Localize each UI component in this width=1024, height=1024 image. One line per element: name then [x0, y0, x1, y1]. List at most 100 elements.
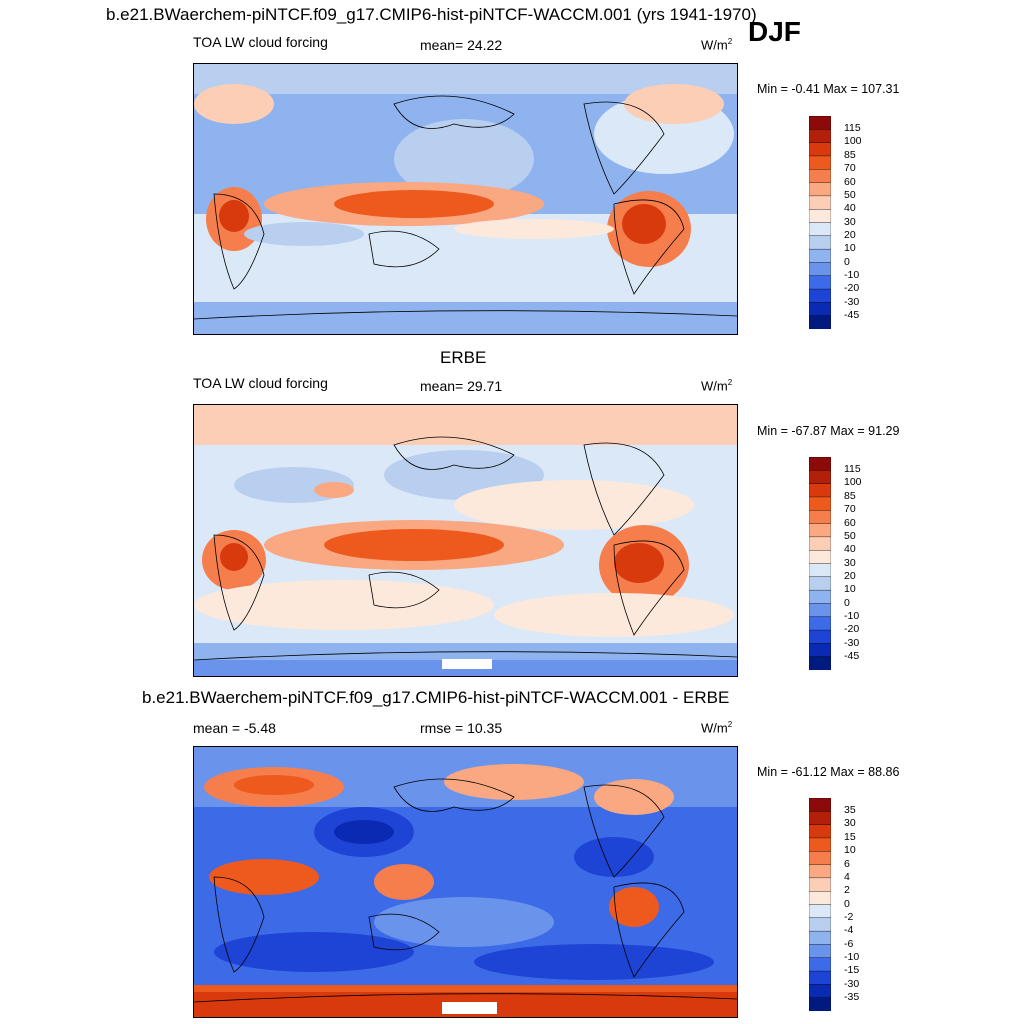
cbar3-tick: 4	[844, 871, 850, 883]
cbar3-tick: 10	[844, 844, 856, 856]
panel-3-title: b.e21.BWaerchem-piNTCF.f09_g17.CMIP6-his…	[142, 688, 730, 707]
colorbar-box	[808, 563, 832, 578]
colorbar-box	[808, 235, 832, 250]
cbar2-tick: 60	[844, 517, 856, 529]
season-label: DJF	[748, 16, 801, 47]
colorbar-box	[808, 643, 832, 658]
cbar2-tick: 10	[844, 583, 856, 595]
cbar1-tick: 70	[844, 162, 856, 174]
colorbar-box	[808, 275, 832, 290]
colorbar-box	[808, 944, 832, 959]
panel-2-units: W/m2	[701, 378, 733, 394]
panel-3-colorbar-labels: 35 30 15 10 6 4 2 0 -2 -4 -6 -10 -15 -30…	[844, 798, 904, 1011]
colorbar-box	[808, 315, 832, 330]
colorbar-box	[808, 510, 832, 525]
cbar1-tick: 20	[844, 229, 856, 241]
panel-2-mean-label: mean= 29.71	[420, 378, 503, 394]
colorbar-box	[808, 248, 832, 264]
panel-2-minmax: Min = -67.87 Max = 91.29	[757, 424, 900, 438]
colorbar-box	[808, 904, 832, 919]
panel-1-field-label: TOA LW cloud forcing	[193, 34, 328, 50]
cbar3-tick: -4	[844, 924, 854, 936]
cbar2-tick: -10	[844, 610, 860, 622]
colorbar-box	[808, 576, 832, 591]
cbar1-tick: -30	[844, 296, 860, 308]
cbar1-tick: 100	[844, 135, 862, 147]
panel-1-mean-label: mean= 24.22	[420, 37, 503, 53]
colorbar-box	[808, 890, 832, 906]
colorbar-box	[808, 930, 832, 946]
colorbar-box	[808, 603, 832, 618]
cbar3-tick: -30	[844, 978, 860, 990]
panel-1-colorbar-labels: 115 100 85 70 60 50 40 30 20 10 0 -10 -2…	[844, 116, 904, 329]
cbar2-tick: 115	[844, 463, 861, 475]
colorbar-box	[808, 957, 832, 972]
colorbar-box	[808, 864, 832, 879]
cbar2-tick: 85	[844, 490, 856, 502]
colorbar-box	[808, 877, 832, 892]
panel-2-map	[193, 404, 738, 677]
colorbar-box	[808, 483, 832, 498]
cbar3-tick: 15	[844, 831, 856, 843]
cbar1-tick: 85	[844, 149, 856, 161]
cbar3-tick: 2	[844, 884, 850, 896]
cbar1-tick: 30	[844, 216, 856, 228]
colorbar-box	[808, 917, 832, 932]
cbar3-tick: 35	[844, 804, 856, 816]
cbar1-tick: -10	[844, 269, 860, 281]
colorbar-box	[808, 589, 832, 605]
cbar1-tick: 0	[844, 256, 850, 268]
cbar2-tick: 30	[844, 557, 856, 569]
colorbar-box	[808, 536, 832, 551]
cbar2-tick: 40	[844, 543, 856, 555]
panel-3-minmax: Min = -61.12 Max = 88.86	[757, 765, 900, 779]
colorbar-box	[808, 837, 832, 852]
colorbar-box	[808, 182, 832, 197]
panel-2-field-label: TOA LW cloud forcing	[193, 375, 328, 391]
cbar2-tick: 50	[844, 530, 856, 542]
colorbar-box	[808, 115, 832, 131]
cbar3-tick: -6	[844, 938, 854, 950]
panel-3-colorbar	[808, 797, 832, 1012]
panel-2-colorbar	[808, 456, 832, 671]
colorbar-box	[808, 496, 832, 511]
cbar1-tick: 60	[844, 176, 856, 188]
panel-3-map	[193, 746, 738, 1018]
colorbar-box	[808, 997, 832, 1012]
colorbar-box	[808, 523, 832, 538]
colorbar-box	[808, 456, 832, 472]
cbar3-tick: -35	[844, 991, 860, 1003]
colorbar-box	[808, 824, 832, 839]
cbar2-tick: 100	[844, 476, 862, 488]
colorbar-box	[808, 851, 832, 866]
panel-3-mean-label: mean = -5.48	[193, 720, 276, 736]
cbar1-tick: 40	[844, 202, 856, 214]
colorbar-box	[808, 984, 832, 999]
colorbar-box	[808, 302, 832, 317]
cbar3-tick: 6	[844, 858, 850, 870]
colorbar-box	[808, 470, 832, 485]
cbar3-tick: 30	[844, 817, 856, 829]
cbar3-tick: -15	[844, 964, 860, 976]
cbar2-tick: -20	[844, 623, 860, 635]
colorbar-box	[808, 155, 832, 170]
cbar2-tick: -45	[844, 650, 860, 662]
colorbar-box	[808, 616, 832, 631]
cbar1-tick: -45	[844, 309, 860, 321]
colorbar-box	[808, 629, 832, 645]
cbar1-tick: -20	[844, 282, 860, 294]
colorbar-box	[808, 222, 832, 237]
cbar3-tick: -10	[844, 951, 860, 963]
colorbar-box	[808, 970, 832, 986]
cbar2-tick: 70	[844, 503, 856, 515]
panel-2-colorbar-labels: 115 100 85 70 60 50 40 30 20 10 0 -10 -2…	[844, 457, 904, 670]
colorbar-box	[808, 129, 832, 144]
cbar1-tick: 50	[844, 189, 856, 201]
cbar1-tick: 115	[844, 122, 861, 134]
cbar1-tick: 10	[844, 242, 856, 254]
panel-2-title: ERBE	[440, 348, 487, 367]
panel-3-rmse-label: rmse = 10.35	[420, 720, 503, 736]
main-title: b.e21.BWaerchem-piNTCF.f09_g17.CMIP6-his…	[106, 5, 757, 24]
colorbar-box	[808, 811, 832, 826]
cbar2-tick: 20	[844, 570, 856, 582]
